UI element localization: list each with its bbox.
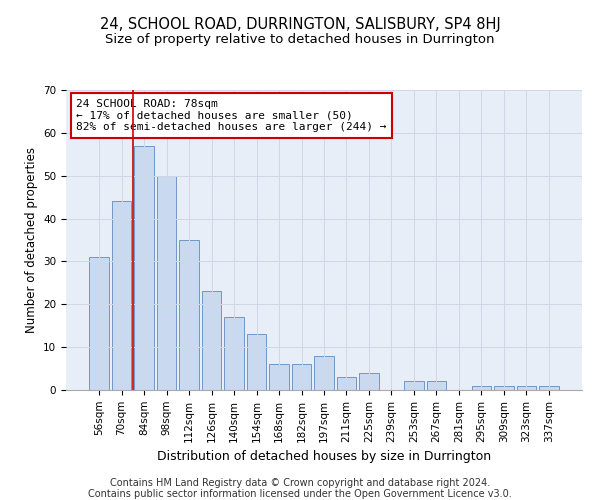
Bar [157, 176, 176, 390]
Bar [292, 364, 311, 390]
Y-axis label: Number of detached properties: Number of detached properties [25, 147, 38, 333]
Bar [337, 377, 356, 390]
Bar [494, 386, 514, 390]
Bar [247, 334, 266, 390]
Bar [269, 364, 289, 390]
X-axis label: Distribution of detached houses by size in Durrington: Distribution of detached houses by size … [157, 450, 491, 463]
Bar [224, 317, 244, 390]
Bar [179, 240, 199, 390]
Bar [112, 202, 131, 390]
Bar [134, 146, 154, 390]
Bar [427, 382, 446, 390]
Text: Contains public sector information licensed under the Open Government Licence v3: Contains public sector information licen… [88, 489, 512, 499]
Bar [539, 386, 559, 390]
Bar [517, 386, 536, 390]
Text: 24, SCHOOL ROAD, DURRINGTON, SALISBURY, SP4 8HJ: 24, SCHOOL ROAD, DURRINGTON, SALISBURY, … [100, 18, 500, 32]
Bar [404, 382, 424, 390]
Bar [202, 292, 221, 390]
Bar [314, 356, 334, 390]
Text: Size of property relative to detached houses in Durrington: Size of property relative to detached ho… [105, 32, 495, 46]
Bar [472, 386, 491, 390]
Text: 24 SCHOOL ROAD: 78sqm
← 17% of detached houses are smaller (50)
82% of semi-deta: 24 SCHOOL ROAD: 78sqm ← 17% of detached … [76, 99, 387, 132]
Text: Contains HM Land Registry data © Crown copyright and database right 2024.: Contains HM Land Registry data © Crown c… [110, 478, 490, 488]
Bar [359, 373, 379, 390]
Bar [89, 257, 109, 390]
